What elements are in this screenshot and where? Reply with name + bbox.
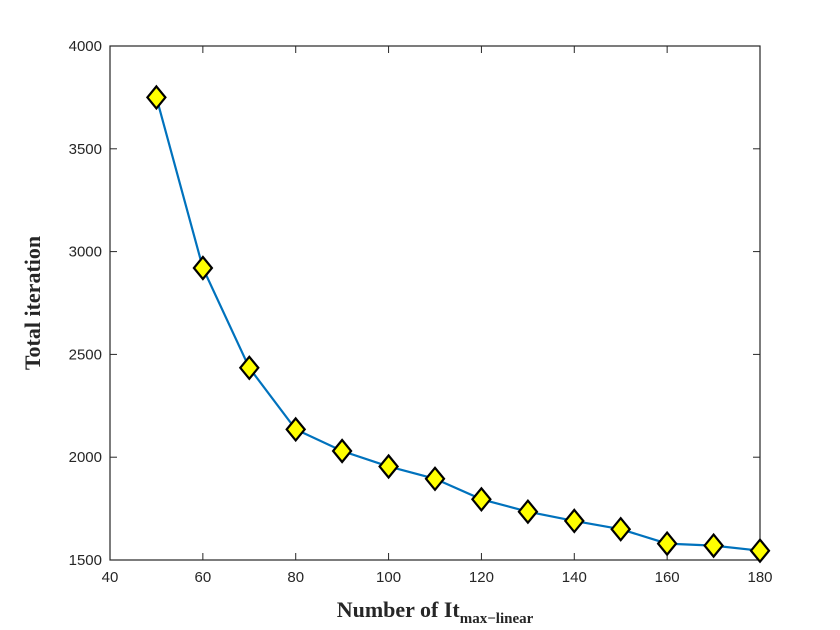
- data-point-marker: [656, 530, 678, 557]
- x-axis: 40 60 80 100 120 140 160 180: [102, 46, 773, 586]
- data-point-marker: [610, 516, 632, 542]
- x-tick-label: 40: [102, 569, 119, 586]
- data-point-marker: [145, 84, 167, 111]
- y-tick-label: 2000: [69, 449, 102, 466]
- data-point-marker: [563, 508, 585, 534]
- data-point-marker: [424, 466, 446, 492]
- data-point-marker: [238, 355, 260, 381]
- x-tick-label: 120: [469, 569, 494, 586]
- x-tick-label: 160: [655, 569, 680, 586]
- y-tick-label: 2500: [69, 346, 102, 363]
- data-point-marker: [192, 255, 214, 281]
- y-axis: 1500 2000 2500 3000 3500 4000: [69, 38, 760, 569]
- x-tick-label: 180: [747, 569, 772, 586]
- x-tick-label: 100: [376, 569, 401, 586]
- x-tick-label: 60: [195, 569, 212, 586]
- x-tick-label: 140: [562, 569, 587, 586]
- y-tick-label: 3000: [69, 244, 102, 261]
- data-point-marker: [331, 438, 353, 464]
- series-markers: [145, 84, 771, 564]
- data-point-marker: [378, 453, 400, 480]
- data-point-marker: [285, 416, 307, 443]
- data-point-marker: [749, 537, 771, 564]
- y-axis-label: Total iteration: [20, 236, 45, 370]
- y-tick-label: 1500: [69, 552, 102, 569]
- x-axis-label: Number of Itmax−linear: [337, 597, 534, 627]
- y-tick-label: 3500: [69, 141, 102, 158]
- data-point-marker: [470, 486, 492, 513]
- y-tick-label: 4000: [69, 38, 102, 55]
- x-axis-label-main: Number of It: [337, 597, 461, 622]
- x-axis-label-subscript: max−linear: [460, 611, 534, 627]
- data-point-marker: [517, 498, 539, 525]
- data-point-marker: [703, 532, 725, 559]
- x-tick-label: 80: [287, 569, 304, 586]
